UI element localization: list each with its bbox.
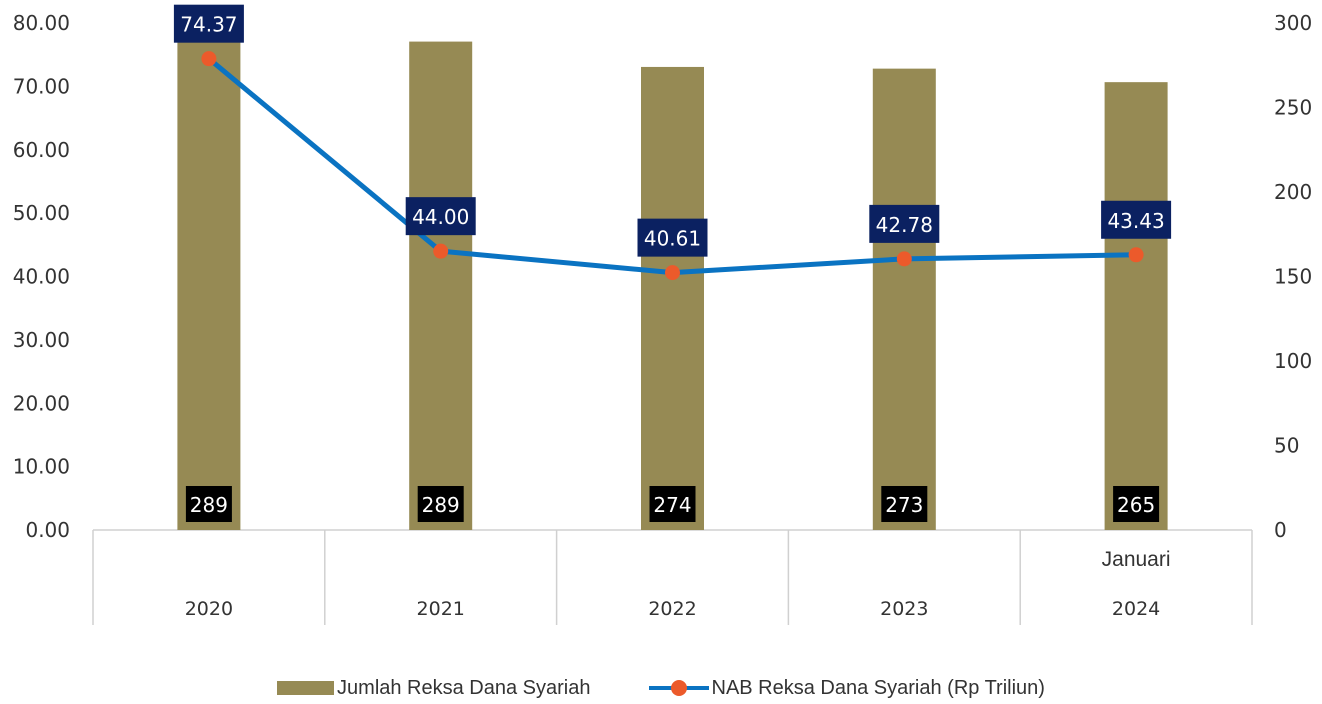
bar-data-label-box: [417, 486, 464, 522]
right-tick-label: 300: [1274, 11, 1312, 35]
legend-line-swatch: [648, 679, 709, 697]
combo-chart: 0.00 10.00 20.00 30.00 40.00 50.00 60.00 70.00 8…: [13, 4, 1312, 625]
bar: [177, 41, 241, 531]
right-tick-label: 250: [1274, 96, 1312, 120]
legend-line-label: NAB Reksa Dana Syariah (Rp Triliun): [711, 676, 1045, 699]
line-data-label: 42.78: [876, 213, 933, 237]
legend-item-line: NAB Reksa Dana Syariah (Rp Triliun): [648, 676, 1045, 700]
bar-data-label-box: [881, 486, 928, 522]
legend: Jumlah Reksa Dana Syariah NAB Reksa Dana…: [0, 672, 1322, 704]
right-tick-label: 100: [1274, 349, 1312, 373]
bar-data-label-box: [1113, 486, 1160, 522]
line-point: [665, 265, 680, 281]
bar-data-label: 289: [422, 493, 460, 517]
left-axis-ticks: 0.00 10.00 20.00 30.00 40.00 50.00 60.00 70.00 8…: [13, 11, 70, 542]
bar-data-label: 289: [190, 493, 228, 517]
line-data-label-box: [405, 197, 476, 236]
right-tick-label: 0: [1274, 518, 1287, 542]
right-tick-label: 150: [1274, 265, 1312, 289]
line-data-label: 40.61: [644, 227, 701, 251]
left-tick-label: 30.00: [13, 328, 70, 352]
line-point: [896, 251, 912, 267]
bar-data-label: 265: [1117, 493, 1155, 517]
bar-data-label: 274: [653, 493, 691, 517]
line-point: [433, 243, 449, 259]
line-data-label-box: [637, 218, 708, 257]
left-tick-label: 20.00: [13, 391, 70, 415]
line-data-labels: 74.37 44.00 40.61 42.78 43.43: [173, 4, 1172, 257]
line-series: [201, 51, 1144, 281]
line-data-label: 43.43: [1107, 209, 1164, 233]
left-tick-label: 0.00: [25, 518, 70, 542]
category-labels: 2020 2021 2022 2023 2024 Januari: [185, 548, 1171, 620]
category-label: 2022: [648, 598, 696, 620]
category-label: 2024: [1112, 598, 1160, 620]
bar-data-label: 273: [885, 493, 923, 517]
line-data-label-box: [173, 4, 244, 43]
bar: [872, 68, 936, 530]
legend-bar-label: Jumlah Reksa Dana Syariah: [337, 676, 591, 699]
line-data-label: 74.37: [180, 13, 237, 37]
line-data-label-box: [1101, 200, 1172, 239]
bar-data-label-box: [649, 486, 696, 522]
bar: [409, 41, 473, 531]
line-data-label-box: [869, 204, 940, 243]
category-label: 2021: [417, 598, 465, 620]
left-tick-label: 80.00: [13, 11, 70, 35]
right-tick-label: 50: [1274, 434, 1299, 458]
left-tick-label: 10.00: [13, 455, 70, 479]
right-axis-ticks: 0 50 100 150 200 250 300: [1274, 11, 1312, 542]
right-tick-label: 200: [1274, 180, 1312, 204]
line-point: [1128, 247, 1144, 263]
category-sublabel: Januari: [1102, 548, 1171, 571]
bar: [1104, 82, 1168, 531]
left-tick-label: 50.00: [13, 201, 70, 225]
left-tick-label: 40.00: [13, 265, 70, 289]
bar-series: [177, 41, 1168, 531]
line-data-label: 44.00: [412, 205, 469, 229]
category-label: 2020: [185, 598, 233, 620]
bar-data-label-box: [185, 486, 232, 522]
line-point: [201, 51, 217, 67]
bar: [641, 66, 704, 530]
legend-item-bar: Jumlah Reksa Dana Syariah: [277, 676, 591, 700]
left-tick-label: 60.00: [13, 138, 70, 162]
bar-data-labels: 289 289 274 273 265: [185, 486, 1160, 522]
category-label: 2023: [880, 598, 928, 620]
legend-bar-swatch: [277, 681, 335, 695]
left-tick-label: 70.00: [13, 74, 70, 98]
